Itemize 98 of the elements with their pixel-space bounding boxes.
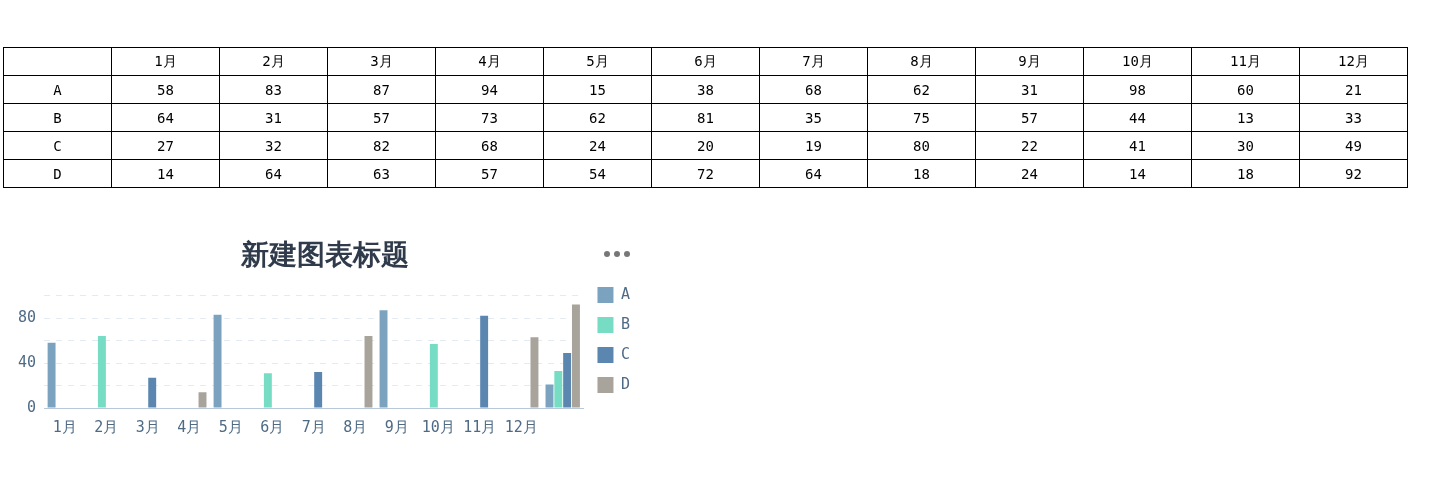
x-tick-label: 5月 [543,47,652,76]
data-label: 72 [651,159,760,188]
data-label: 83 [219,75,328,104]
x-tick-label: 5月 [218,417,243,436]
x-tick-label: 11月 [463,417,497,436]
data-label: 15 [543,75,652,104]
bar [263,373,272,408]
bar [47,342,56,408]
data-label: 44 [1083,103,1192,132]
data-label: 32 [219,131,328,160]
x-tick-label: 6月 [651,47,760,76]
x-tick-label: 9月 [384,417,409,436]
y-tick-label: 40 [18,352,37,371]
data-label: 92 [1299,159,1408,188]
x-tick-label: 7月 [759,47,868,76]
data-label: 60 [1191,75,1300,104]
bar [148,377,157,408]
x-tick-label: 12月 [504,417,538,436]
data-label: 57 [975,103,1084,132]
data-label: 31 [219,103,328,132]
data-label: 38 [651,75,760,104]
data-label: 87 [327,75,436,104]
data-label: 31 [975,75,1084,104]
bar [198,392,207,408]
x-tick-label: 4月 [435,47,544,76]
data-label: 94 [435,75,544,104]
bar [530,337,539,408]
data-label: 41 [1083,131,1192,160]
bar [97,336,106,408]
data-label: 63 [327,159,436,188]
legend-label: C [620,344,630,363]
x-tick-label: 3月 [135,417,160,436]
data-label: 14 [111,159,220,188]
x-tick-label: 1月 [52,417,77,436]
data-label: 68 [759,75,868,104]
data-label: 62 [543,103,652,132]
data-label: 98 [1083,75,1192,104]
x-tick-label: 8月 [343,417,368,436]
x-tick-label: 10月 [421,417,455,436]
legend-label: A [620,284,630,303]
bar [480,315,489,408]
x-tick-label: 8月 [867,47,976,76]
data-label: 35 [759,103,868,132]
x-tick-label: 6月 [260,417,285,436]
legend-label: B [620,314,630,333]
data-label: 73 [435,103,544,132]
data-label: 58 [111,75,220,104]
data-label: 14 [1083,159,1192,188]
data-label: 57 [435,159,544,188]
data-label: 64 [111,103,220,132]
data-label: 20 [651,131,760,160]
x-tick-label: 10月 [1083,47,1192,76]
data-label: 49 [1299,131,1408,160]
data-label: 64 [759,159,868,188]
data-label: 13 [1191,103,1300,132]
bar [429,343,438,408]
x-tick-label: 7月 [301,417,326,436]
bar [563,352,572,408]
bar [213,314,222,408]
x-tick-label: 2月 [94,417,119,436]
x-tick-label: 3月 [327,47,436,76]
y-tick-label: C [3,131,112,160]
x-tick-label: 9月 [975,47,1084,76]
y-tick-label: A [3,75,112,104]
y-tick-label: D [3,159,112,188]
data-label: 80 [867,131,976,160]
x-tick-label: 11月 [1191,47,1300,76]
data-label: 22 [975,131,1084,160]
legend-label: D [620,374,630,393]
bar [554,370,563,408]
data-label: 18 [867,159,976,188]
data-label: 54 [543,159,652,188]
data-label: 24 [543,131,652,160]
data-label: 27 [111,131,220,160]
data-label: 19 [759,131,868,160]
data-label: 57 [327,103,436,132]
x-tick-label: 12月 [1299,47,1408,76]
bar [314,372,323,408]
data-label: 75 [867,103,976,132]
y-tick-label: 80 [18,307,37,326]
bar [571,304,580,408]
data-label: 24 [975,159,1084,188]
data-label: 64 [219,159,328,188]
x-tick-label: 2月 [219,47,328,76]
data-label: 21 [1299,75,1408,104]
data-label: 18 [1191,159,1300,188]
y-tick-label: 0 [27,397,37,416]
data-label: 30 [1191,131,1300,160]
y-tick-label: B [3,103,112,132]
data-label: 82 [327,131,436,160]
x-tick-label: 4月 [177,417,202,436]
data-label: 81 [651,103,760,132]
chart-title: 新建图表标题 [240,238,409,272]
data-label: 68 [435,131,544,160]
bar [545,384,554,408]
x-tick-label: 1月 [111,47,220,76]
data-label: 33 [1299,103,1408,132]
data-label: 62 [867,75,976,104]
